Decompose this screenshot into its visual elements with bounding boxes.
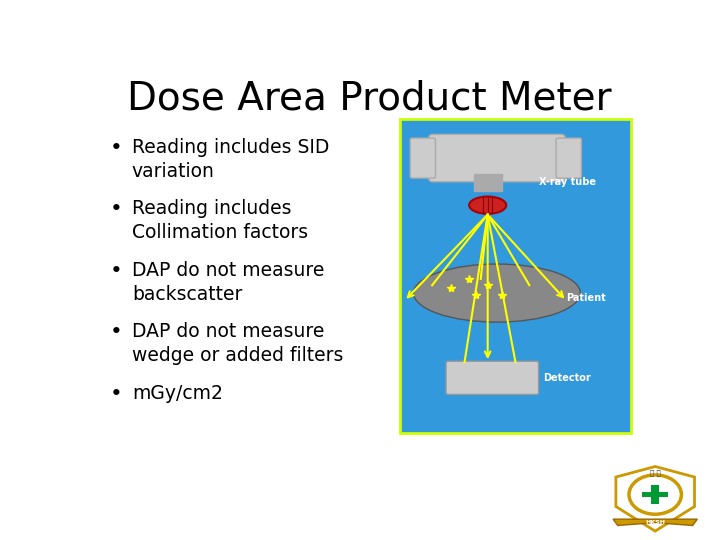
Text: Detector: Detector xyxy=(544,373,591,383)
Text: DAP do not measure
backscatter: DAP do not measure backscatter xyxy=(132,261,324,304)
FancyBboxPatch shape xyxy=(446,361,539,394)
FancyBboxPatch shape xyxy=(556,138,581,178)
Text: Dose Area Product Meter: Dose Area Product Meter xyxy=(127,79,611,117)
Text: •: • xyxy=(109,261,122,281)
FancyBboxPatch shape xyxy=(400,119,631,433)
Text: •: • xyxy=(109,138,122,158)
Text: Reading includes SID
variation: Reading includes SID variation xyxy=(132,138,329,181)
FancyBboxPatch shape xyxy=(429,134,565,182)
Text: •: • xyxy=(109,384,122,404)
FancyBboxPatch shape xyxy=(410,138,436,178)
Text: mGy/cm2: mGy/cm2 xyxy=(132,384,222,403)
Text: Reading includes
Collimation factors: Reading includes Collimation factors xyxy=(132,199,308,242)
FancyBboxPatch shape xyxy=(474,174,502,191)
Ellipse shape xyxy=(469,197,506,214)
Ellipse shape xyxy=(413,264,580,322)
Text: •: • xyxy=(109,322,122,342)
Bar xyxy=(652,485,659,504)
Polygon shape xyxy=(616,467,695,531)
Polygon shape xyxy=(613,519,697,525)
Text: HKSH: HKSH xyxy=(645,520,665,525)
Text: •: • xyxy=(109,199,122,219)
Bar xyxy=(642,492,668,497)
Text: Patient: Patient xyxy=(567,293,606,303)
Text: DAP do not measure
wedge or added filters: DAP do not measure wedge or added filter… xyxy=(132,322,343,366)
Text: 養 和: 養 和 xyxy=(650,469,660,476)
Text: X-ray tube: X-ray tube xyxy=(539,177,595,187)
